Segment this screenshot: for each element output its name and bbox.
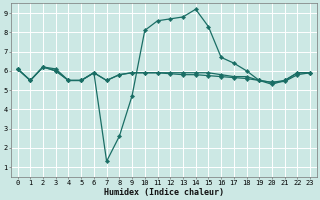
X-axis label: Humidex (Indice chaleur): Humidex (Indice chaleur) <box>104 188 224 197</box>
